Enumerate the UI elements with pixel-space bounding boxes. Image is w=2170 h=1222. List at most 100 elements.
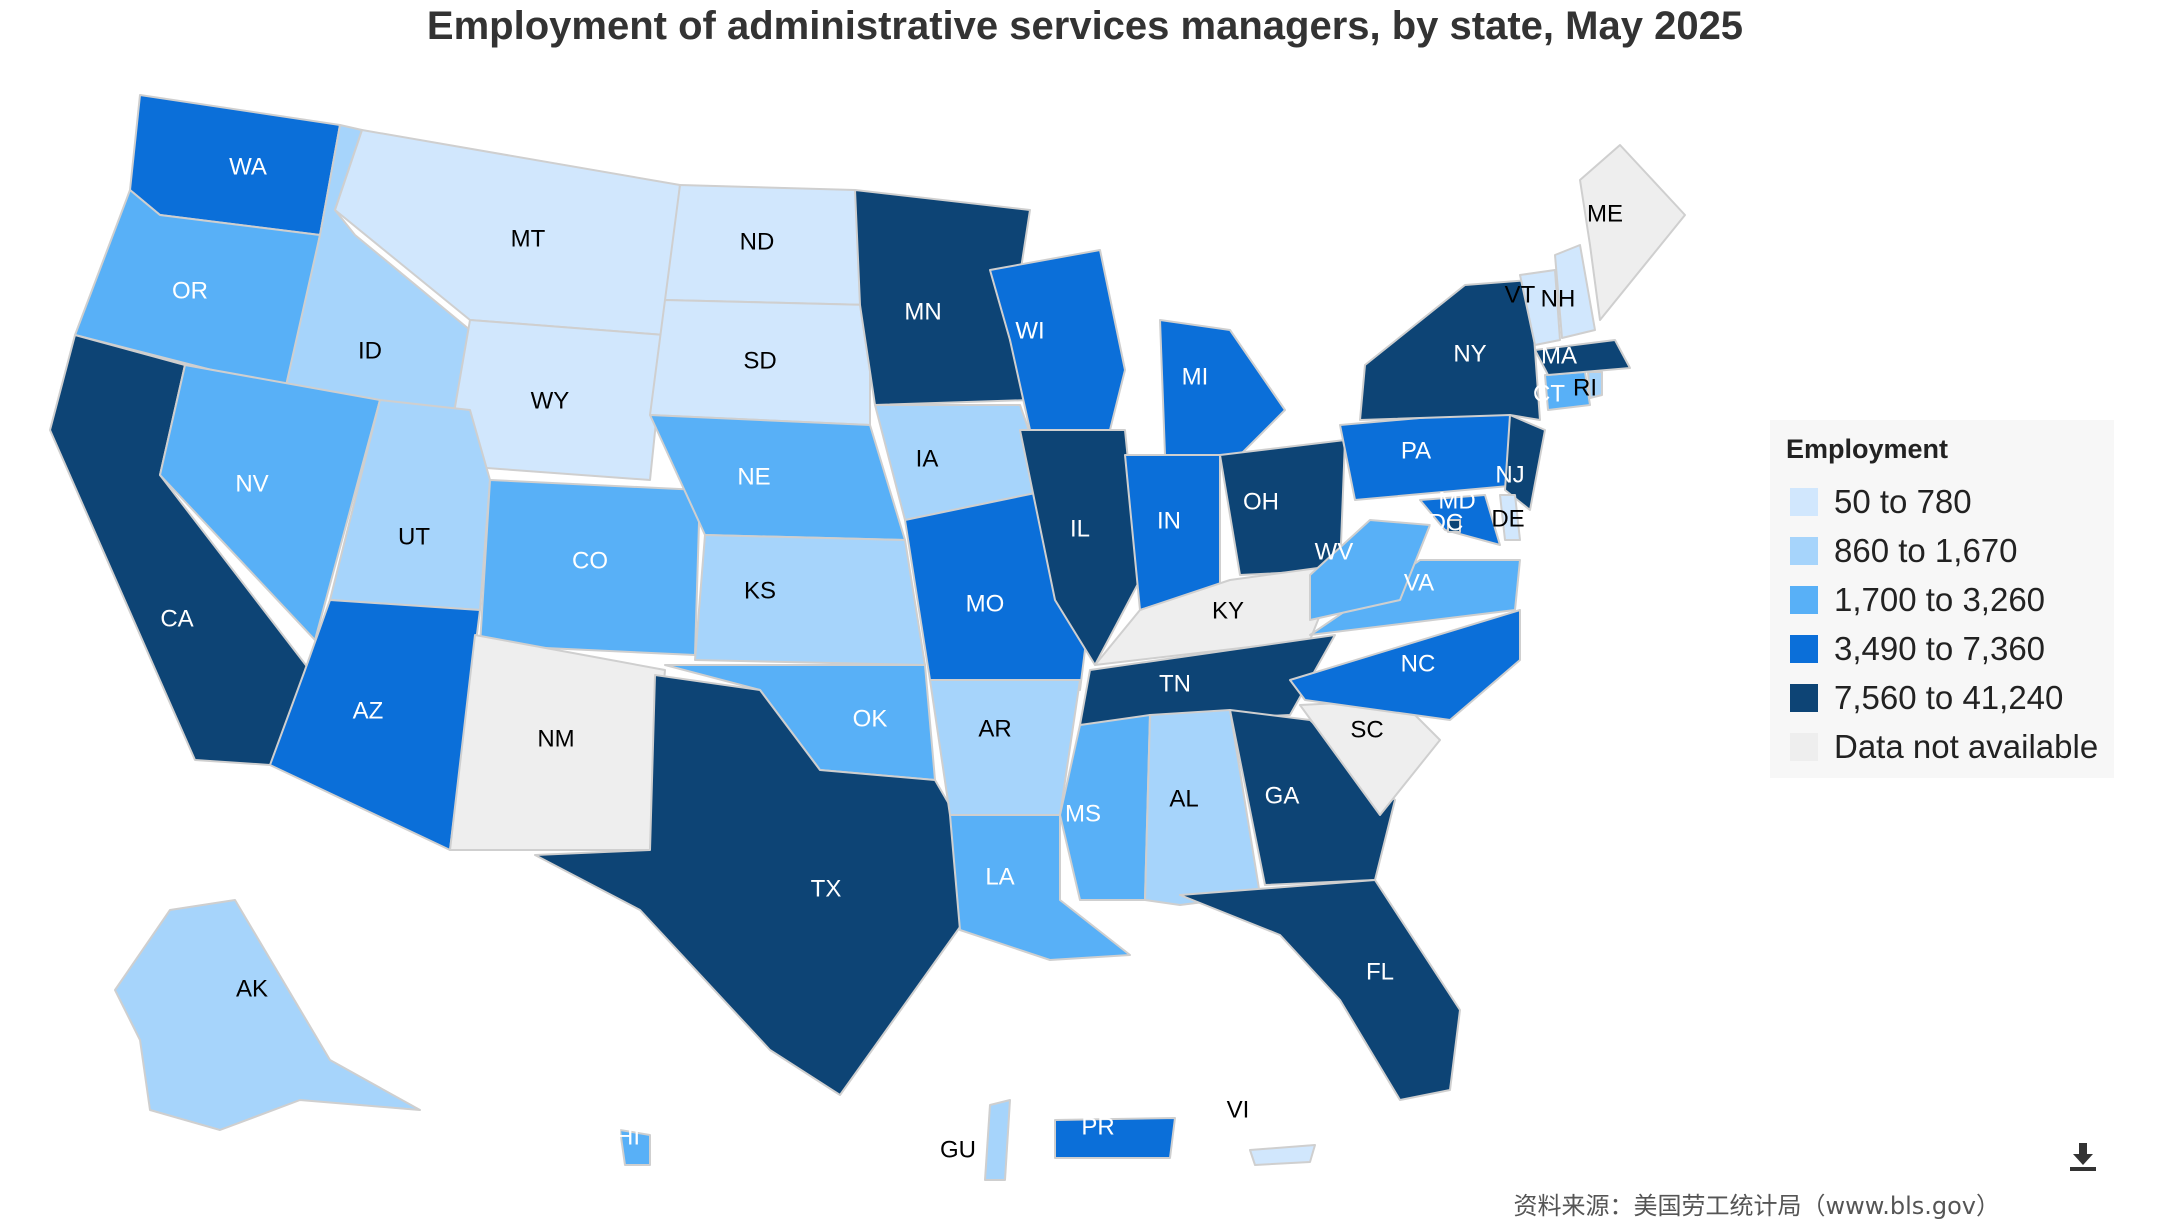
- state-label-hi: HI: [616, 1123, 640, 1150]
- state-me[interactable]: [1579, 144, 1686, 321]
- state-label-sd: SD: [743, 347, 776, 374]
- state-label-pa: PA: [1401, 437, 1431, 464]
- state-label-ri: RI: [1573, 374, 1597, 401]
- state-ks[interactable]: [694, 534, 926, 666]
- state-fl[interactable]: [1179, 879, 1461, 1101]
- legend-label: Data not available: [1834, 728, 2099, 765]
- state-label-az: AZ: [353, 697, 384, 724]
- state-label-ny: NY: [1453, 340, 1486, 367]
- legend-item[interactable]: Data not available: [1790, 725, 2098, 769]
- state-ms[interactable]: [1059, 714, 1151, 901]
- state-tn[interactable]: [1079, 634, 1336, 726]
- legend-item[interactable]: 7,560 to 41,240: [1790, 676, 2063, 720]
- state-label-wi: WI: [1015, 317, 1044, 344]
- state-label-nv: NV: [235, 470, 268, 497]
- state-label-dc: DC: [1429, 509, 1464, 536]
- legend-swatch: [1790, 586, 1818, 614]
- state-label-pr: PR: [1081, 1113, 1114, 1140]
- state-label-ia: IA: [916, 445, 939, 472]
- state-label-tx: TX: [811, 875, 842, 902]
- legend-swatch: [1790, 684, 1818, 712]
- state-label-ok: OK: [853, 705, 888, 732]
- state-label-oh: OH: [1243, 488, 1279, 515]
- state-label-nh: NH: [1541, 285, 1576, 312]
- state-vi[interactable]: [1249, 1144, 1316, 1166]
- state-pr[interactable]: [1054, 1117, 1176, 1159]
- legend-title: Employment: [1786, 434, 1949, 464]
- state-il[interactable]: [1019, 429, 1141, 666]
- state-label-wa: WA: [229, 153, 267, 180]
- state-label-vi: VI: [1227, 1096, 1250, 1123]
- state-label-ma: MA: [1541, 342, 1577, 369]
- state-nc[interactable]: [1289, 609, 1521, 721]
- legend-item[interactable]: 3,490 to 7,360: [1790, 627, 2045, 671]
- state-label-in: IN: [1157, 507, 1181, 534]
- state-label-me: ME: [1587, 200, 1623, 227]
- state-wv[interactable]: [1309, 519, 1431, 621]
- state-label-ky: KY: [1212, 597, 1244, 624]
- state-label-ne: NE: [737, 463, 770, 490]
- state-label-la: LA: [985, 863, 1014, 890]
- state-label-ca: CA: [160, 605, 193, 632]
- state-ga[interactable]: [1229, 709, 1396, 886]
- state-ak[interactable]: [114, 899, 421, 1131]
- state-label-il: IL: [1070, 515, 1090, 542]
- state-gu[interactable]: [984, 1099, 1011, 1181]
- state-label-ga: GA: [1265, 782, 1300, 809]
- state-nh[interactable]: [1554, 244, 1596, 339]
- state-label-id: ID: [358, 337, 382, 364]
- state-label-gu: GU: [940, 1136, 976, 1163]
- state-label-al: AL: [1169, 785, 1198, 812]
- state-ri[interactable]: [1587, 371, 1603, 399]
- state-nj[interactable]: [1504, 414, 1546, 511]
- legend-label: 50 to 780: [1834, 483, 1972, 520]
- legend-label: 860 to 1,670: [1834, 532, 2018, 569]
- state-label-mi: MI: [1182, 363, 1209, 390]
- legend-item[interactable]: 50 to 780: [1790, 480, 1972, 524]
- state-wi[interactable]: [989, 249, 1126, 431]
- state-label-tn: TN: [1159, 670, 1191, 697]
- source-note: 资料来源：美国劳工统计局（www.bls.gov）: [1513, 1192, 2000, 1220]
- state-label-mo: MO: [966, 590, 1005, 617]
- state-label-ct: CT: [1533, 380, 1565, 407]
- download-icon[interactable]: [2066, 1140, 2100, 1174]
- state-dc[interactable]: [1447, 519, 1461, 533]
- state-label-nj: NJ: [1495, 461, 1524, 488]
- legend-label: 7,560 to 41,240: [1834, 679, 2064, 716]
- legend-item[interactable]: 1,700 to 3,260: [1790, 578, 2045, 622]
- state-label-wv: WV: [1315, 538, 1354, 565]
- state-label-vt: VT: [1505, 281, 1536, 308]
- state-az[interactable]: [269, 599, 481, 851]
- state-label-md: MD: [1438, 487, 1475, 514]
- state-ma[interactable]: [1534, 339, 1631, 376]
- legend-swatch: [1790, 635, 1818, 663]
- legend: Employment 50 to 780 860 to 1,670 1,700 …: [1770, 420, 2114, 778]
- state-label-nc: NC: [1401, 650, 1436, 677]
- legend-swatch: [1790, 537, 1818, 565]
- state-ut[interactable]: [329, 399, 491, 611]
- state-label-wy: WY: [531, 387, 570, 414]
- state-label-mt: MT: [511, 225, 546, 252]
- state-ar[interactable]: [929, 679, 1081, 816]
- chart-title: Employment of administrative services ma…: [426, 4, 1744, 48]
- legend-swatch: [1790, 733, 1818, 761]
- state-label-ut: UT: [398, 523, 430, 550]
- state-label-or: OR: [172, 277, 208, 304]
- state-tx[interactable]: [534, 674, 971, 1096]
- state-label-ak: AK: [236, 975, 268, 1002]
- state-label-ks: KS: [744, 577, 776, 604]
- state-vt[interactable]: [1519, 269, 1561, 346]
- state-label-sc: SC: [1350, 716, 1383, 743]
- state-label-de: DE: [1491, 505, 1524, 532]
- state-label-ms: MS: [1065, 800, 1101, 827]
- state-hi[interactable]: [619, 1129, 651, 1166]
- legend-label: 3,490 to 7,360: [1834, 630, 2046, 667]
- state-label-nm: NM: [537, 725, 574, 752]
- state-label-ar: AR: [978, 715, 1011, 742]
- legend-item[interactable]: 860 to 1,670: [1790, 529, 2018, 573]
- state-label-co: CO: [572, 547, 608, 574]
- state-de[interactable]: [1499, 494, 1521, 541]
- state-ny[interactable]: [1359, 279, 1541, 421]
- state-mi[interactable]: [1159, 319, 1286, 456]
